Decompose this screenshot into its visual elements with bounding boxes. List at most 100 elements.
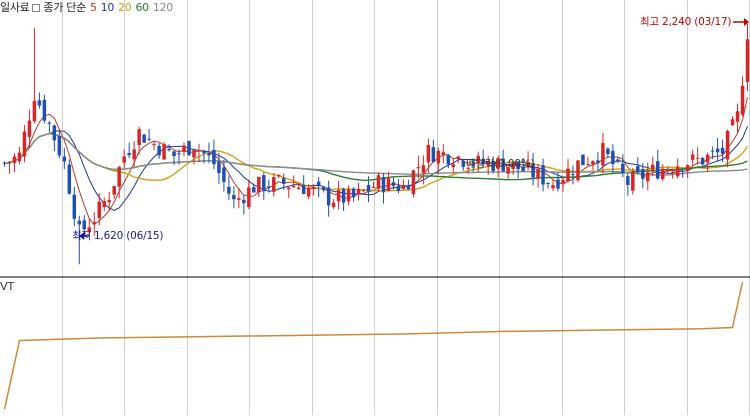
candle xyxy=(32,27,37,124)
candle xyxy=(247,179,251,210)
candle-body xyxy=(631,171,635,191)
moving-average-lines xyxy=(4,97,749,226)
candle-body xyxy=(571,174,575,176)
candle xyxy=(232,186,236,209)
candle xyxy=(446,153,451,169)
candle-body xyxy=(660,168,665,180)
ma20-line xyxy=(4,132,749,192)
candle xyxy=(371,181,376,189)
candle-body xyxy=(566,168,570,182)
candle xyxy=(331,198,336,209)
candle xyxy=(675,158,680,179)
candle-body xyxy=(411,170,416,195)
candle-body xyxy=(107,199,111,203)
candle xyxy=(142,133,146,143)
candle xyxy=(336,180,341,210)
candle xyxy=(621,154,625,178)
candle xyxy=(491,156,495,174)
candle-body xyxy=(536,168,540,179)
candle xyxy=(182,142,186,157)
candle-body xyxy=(496,157,500,169)
candle xyxy=(506,166,510,179)
vt-indicator xyxy=(3,281,744,410)
candle xyxy=(451,158,456,174)
candle-body xyxy=(636,166,640,172)
candle-body xyxy=(356,188,361,195)
candle xyxy=(237,187,241,209)
candle xyxy=(391,176,396,190)
candle-body xyxy=(431,147,436,162)
candle-body xyxy=(371,186,376,188)
candle-body xyxy=(132,149,136,160)
candle xyxy=(705,152,710,172)
candle-body xyxy=(491,161,495,172)
candle xyxy=(461,159,466,171)
candle xyxy=(386,171,391,192)
candle xyxy=(421,155,426,185)
candle-body xyxy=(700,157,705,165)
candle xyxy=(680,169,685,178)
candle xyxy=(286,186,291,198)
candle-body xyxy=(82,220,87,230)
candle-body xyxy=(217,161,221,174)
candle-body xyxy=(22,131,27,157)
candle-body xyxy=(117,166,121,187)
candle xyxy=(117,165,121,199)
candle xyxy=(42,94,47,124)
candle xyxy=(601,132,605,174)
candle xyxy=(356,182,361,201)
candle-body xyxy=(222,167,226,182)
legend-title: 일사료 xyxy=(0,1,30,14)
candle-body xyxy=(596,160,600,164)
candle xyxy=(626,172,630,196)
candle xyxy=(306,184,311,200)
candle xyxy=(122,149,126,169)
candle xyxy=(272,173,276,197)
legend-ma5: 5 xyxy=(89,1,97,14)
candle-body xyxy=(192,150,196,158)
candle-body xyxy=(521,166,525,171)
legend-ma120: 120 xyxy=(152,1,173,14)
candle xyxy=(636,157,640,175)
candle-body xyxy=(591,161,595,165)
candle-body xyxy=(621,163,625,174)
candle-body xyxy=(341,189,346,203)
candle-body xyxy=(257,176,261,193)
candle-body xyxy=(212,149,216,165)
candle xyxy=(516,161,520,179)
candle-body xyxy=(316,181,321,187)
candle-body xyxy=(391,182,396,186)
candle-body xyxy=(142,134,146,143)
candle xyxy=(456,155,461,164)
candle xyxy=(227,175,231,201)
candle-body xyxy=(366,185,371,192)
candle-body xyxy=(461,160,466,167)
legend-square-icon xyxy=(32,3,41,12)
candle xyxy=(197,143,201,163)
candle-body xyxy=(651,164,655,170)
candle-body xyxy=(381,176,386,193)
candle-body xyxy=(471,164,475,166)
candle xyxy=(381,172,386,204)
candlesticks xyxy=(2,23,750,265)
candle-body xyxy=(52,125,57,141)
candle xyxy=(641,162,645,189)
candle-body xyxy=(112,186,116,195)
candle-body xyxy=(137,129,141,146)
candle xyxy=(471,158,475,172)
candle xyxy=(77,215,82,265)
candle-body xyxy=(561,180,565,184)
candle xyxy=(277,174,281,179)
candle xyxy=(217,152,221,184)
candle xyxy=(27,109,32,149)
candle-body xyxy=(167,148,171,151)
candle-body xyxy=(37,100,42,106)
candle-body xyxy=(321,187,326,191)
candle-body xyxy=(172,151,176,157)
chart-legend: 일사료 종가 단순 5 10 20 60 120 xyxy=(0,1,173,15)
candle xyxy=(366,176,371,203)
candle-body xyxy=(227,186,231,194)
candle-body xyxy=(272,177,276,192)
candle xyxy=(566,158,570,183)
candle-body xyxy=(351,188,356,198)
